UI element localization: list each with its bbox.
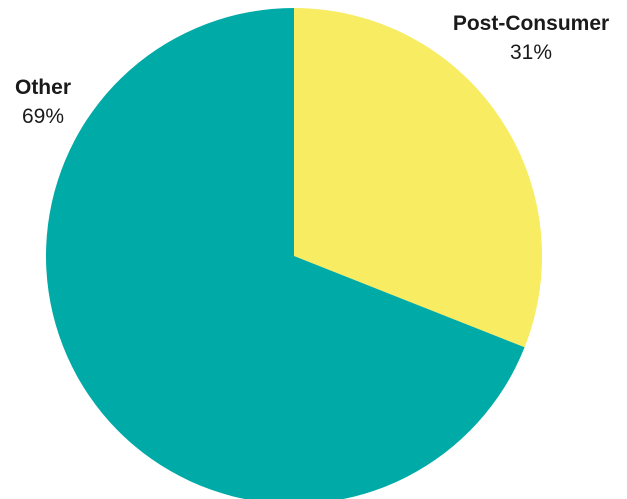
pie-slice-post-consumer [294, 8, 542, 348]
slice-value-other: 69% [22, 105, 64, 128]
slice-value-post-consumer: 31% [510, 41, 552, 64]
pie-labels: Post-Consumer 31% Other 69% [15, 12, 609, 128]
pie-slices [46, 8, 542, 499]
pie-slice-other [46, 8, 525, 499]
slice-label-post-consumer: Post-Consumer [453, 12, 609, 35]
slice-label-other: Other [15, 76, 71, 99]
